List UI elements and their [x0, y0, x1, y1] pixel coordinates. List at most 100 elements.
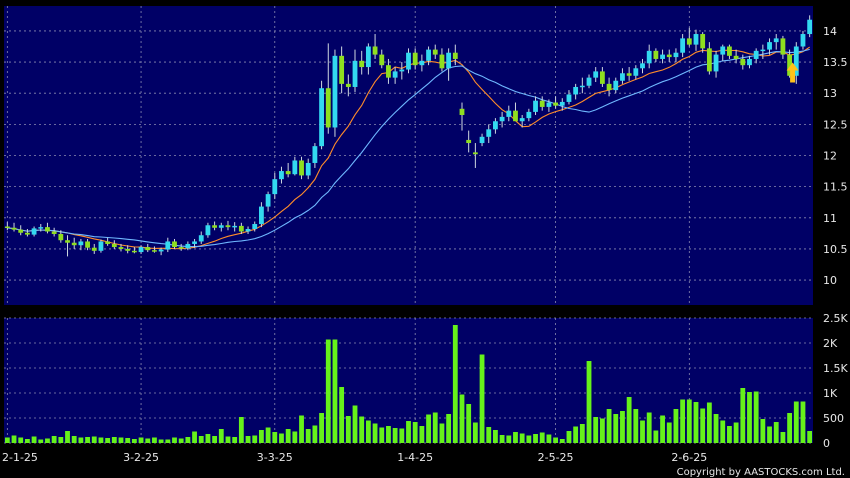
copyright-text: Copyright by AASTOCKS.com Ltd.: [677, 467, 845, 478]
candle-body: [573, 86, 579, 95]
volume-bar: [279, 433, 284, 443]
candle-body: [392, 71, 398, 78]
price-panel: 10 10.5 11 11.5 12 12.5 13 13.5 14: [4, 6, 848, 305]
candle-body: [660, 54, 665, 59]
volume-bar: [439, 423, 445, 443]
volume-bar: [620, 411, 625, 443]
volume-bar: [71, 436, 77, 443]
volume-bar: [386, 426, 391, 443]
candle-body: [426, 49, 431, 61]
candle-body: [245, 229, 251, 232]
candle-body: [553, 102, 558, 106]
volume-bar: [31, 436, 37, 443]
volume-bar: [325, 339, 331, 443]
volume-bar: [479, 354, 485, 443]
candle-body: [760, 49, 766, 52]
volume-bar: [345, 416, 351, 443]
volume-bar: [319, 413, 324, 443]
x-axis: 2-1-25 3-2-25 3-3-25 1-4-25 2-5-25 2-6-25: [2, 451, 707, 464]
volume-bar: [305, 429, 311, 443]
candle-body: [85, 241, 90, 248]
candle-body: [312, 146, 318, 163]
volume-bar: [640, 420, 645, 443]
volume-bar: [419, 426, 425, 443]
candle-body: [178, 247, 184, 249]
volume-bar: [653, 430, 659, 443]
x-tick-label: 3-2-25: [123, 451, 159, 464]
candle-body: [152, 250, 157, 252]
candle-body: [352, 60, 358, 87]
volume-bar: [693, 402, 699, 443]
candle-body: [700, 34, 706, 49]
candle-body: [466, 139, 472, 144]
candle-body: [593, 71, 599, 78]
volume-bar: [45, 438, 50, 443]
candle-body: [372, 46, 378, 55]
volume-bar: [118, 437, 124, 443]
price-tick-label: 11: [823, 212, 837, 225]
volume-bar: [172, 437, 177, 443]
candle-body: [38, 227, 44, 229]
candle-body: [586, 77, 592, 86]
volume-bar: [85, 437, 90, 443]
volume-bar: [599, 418, 605, 443]
candle-body: [98, 241, 104, 251]
candle-body: [787, 54, 793, 76]
volume-tick-label: 1K: [823, 387, 838, 400]
candle-body: [339, 55, 345, 84]
volume-bar: [78, 437, 84, 443]
price-tick-label: 13.5: [823, 56, 848, 69]
candle-body: [747, 58, 752, 66]
volume-bar: [18, 437, 24, 443]
volume-bar: [24, 439, 30, 443]
candle-body: [259, 206, 264, 225]
candle-body: [91, 247, 97, 251]
volume-bar: [198, 436, 204, 443]
volume-bar: [185, 437, 191, 443]
volume-bar: [232, 437, 238, 443]
candle-body: [673, 52, 679, 58]
candle-body: [18, 229, 24, 233]
x-tick-label: 1-4-25: [397, 451, 433, 464]
volume-bar: [727, 426, 732, 443]
volume-bar: [680, 399, 686, 443]
volume-bar: [767, 426, 772, 443]
candle-body: [332, 55, 338, 128]
candle-body: [653, 50, 659, 59]
candle-body: [319, 88, 324, 147]
candle-body: [807, 19, 813, 35]
volume-bar: [720, 420, 726, 443]
volume-bar: [399, 428, 405, 443]
candle-body: [633, 68, 639, 76]
candle-body: [539, 100, 545, 107]
volume-bar: [499, 435, 505, 443]
volume-bar: [158, 439, 164, 443]
candle-body: [713, 54, 719, 72]
candle-body: [459, 108, 465, 116]
candle-body: [292, 160, 298, 175]
candle-body: [252, 224, 258, 230]
volume-bar: [379, 427, 385, 443]
candle-body: [486, 129, 492, 137]
candle-body: [51, 231, 57, 234]
x-tick-label: 3-3-25: [257, 451, 293, 464]
volume-bar: [626, 397, 632, 443]
candle-body: [727, 46, 732, 56]
candle-body: [325, 88, 331, 128]
volume-bar: [666, 422, 672, 443]
candle-body: [706, 48, 712, 72]
candle-body: [579, 85, 585, 88]
candle-body: [285, 171, 291, 175]
candle-body: [78, 241, 84, 246]
candle-body: [279, 171, 284, 180]
candle-body: [218, 225, 224, 228]
volume-bar: [111, 437, 117, 443]
candle-body: [24, 232, 30, 235]
price-tick-label: 10.5: [823, 243, 848, 256]
volume-bar: [787, 413, 793, 443]
volume-bar: [633, 409, 639, 443]
volume-bar: [272, 432, 278, 443]
volume-tick-label: 1.5K: [823, 362, 848, 375]
volume-bar: [152, 437, 157, 443]
